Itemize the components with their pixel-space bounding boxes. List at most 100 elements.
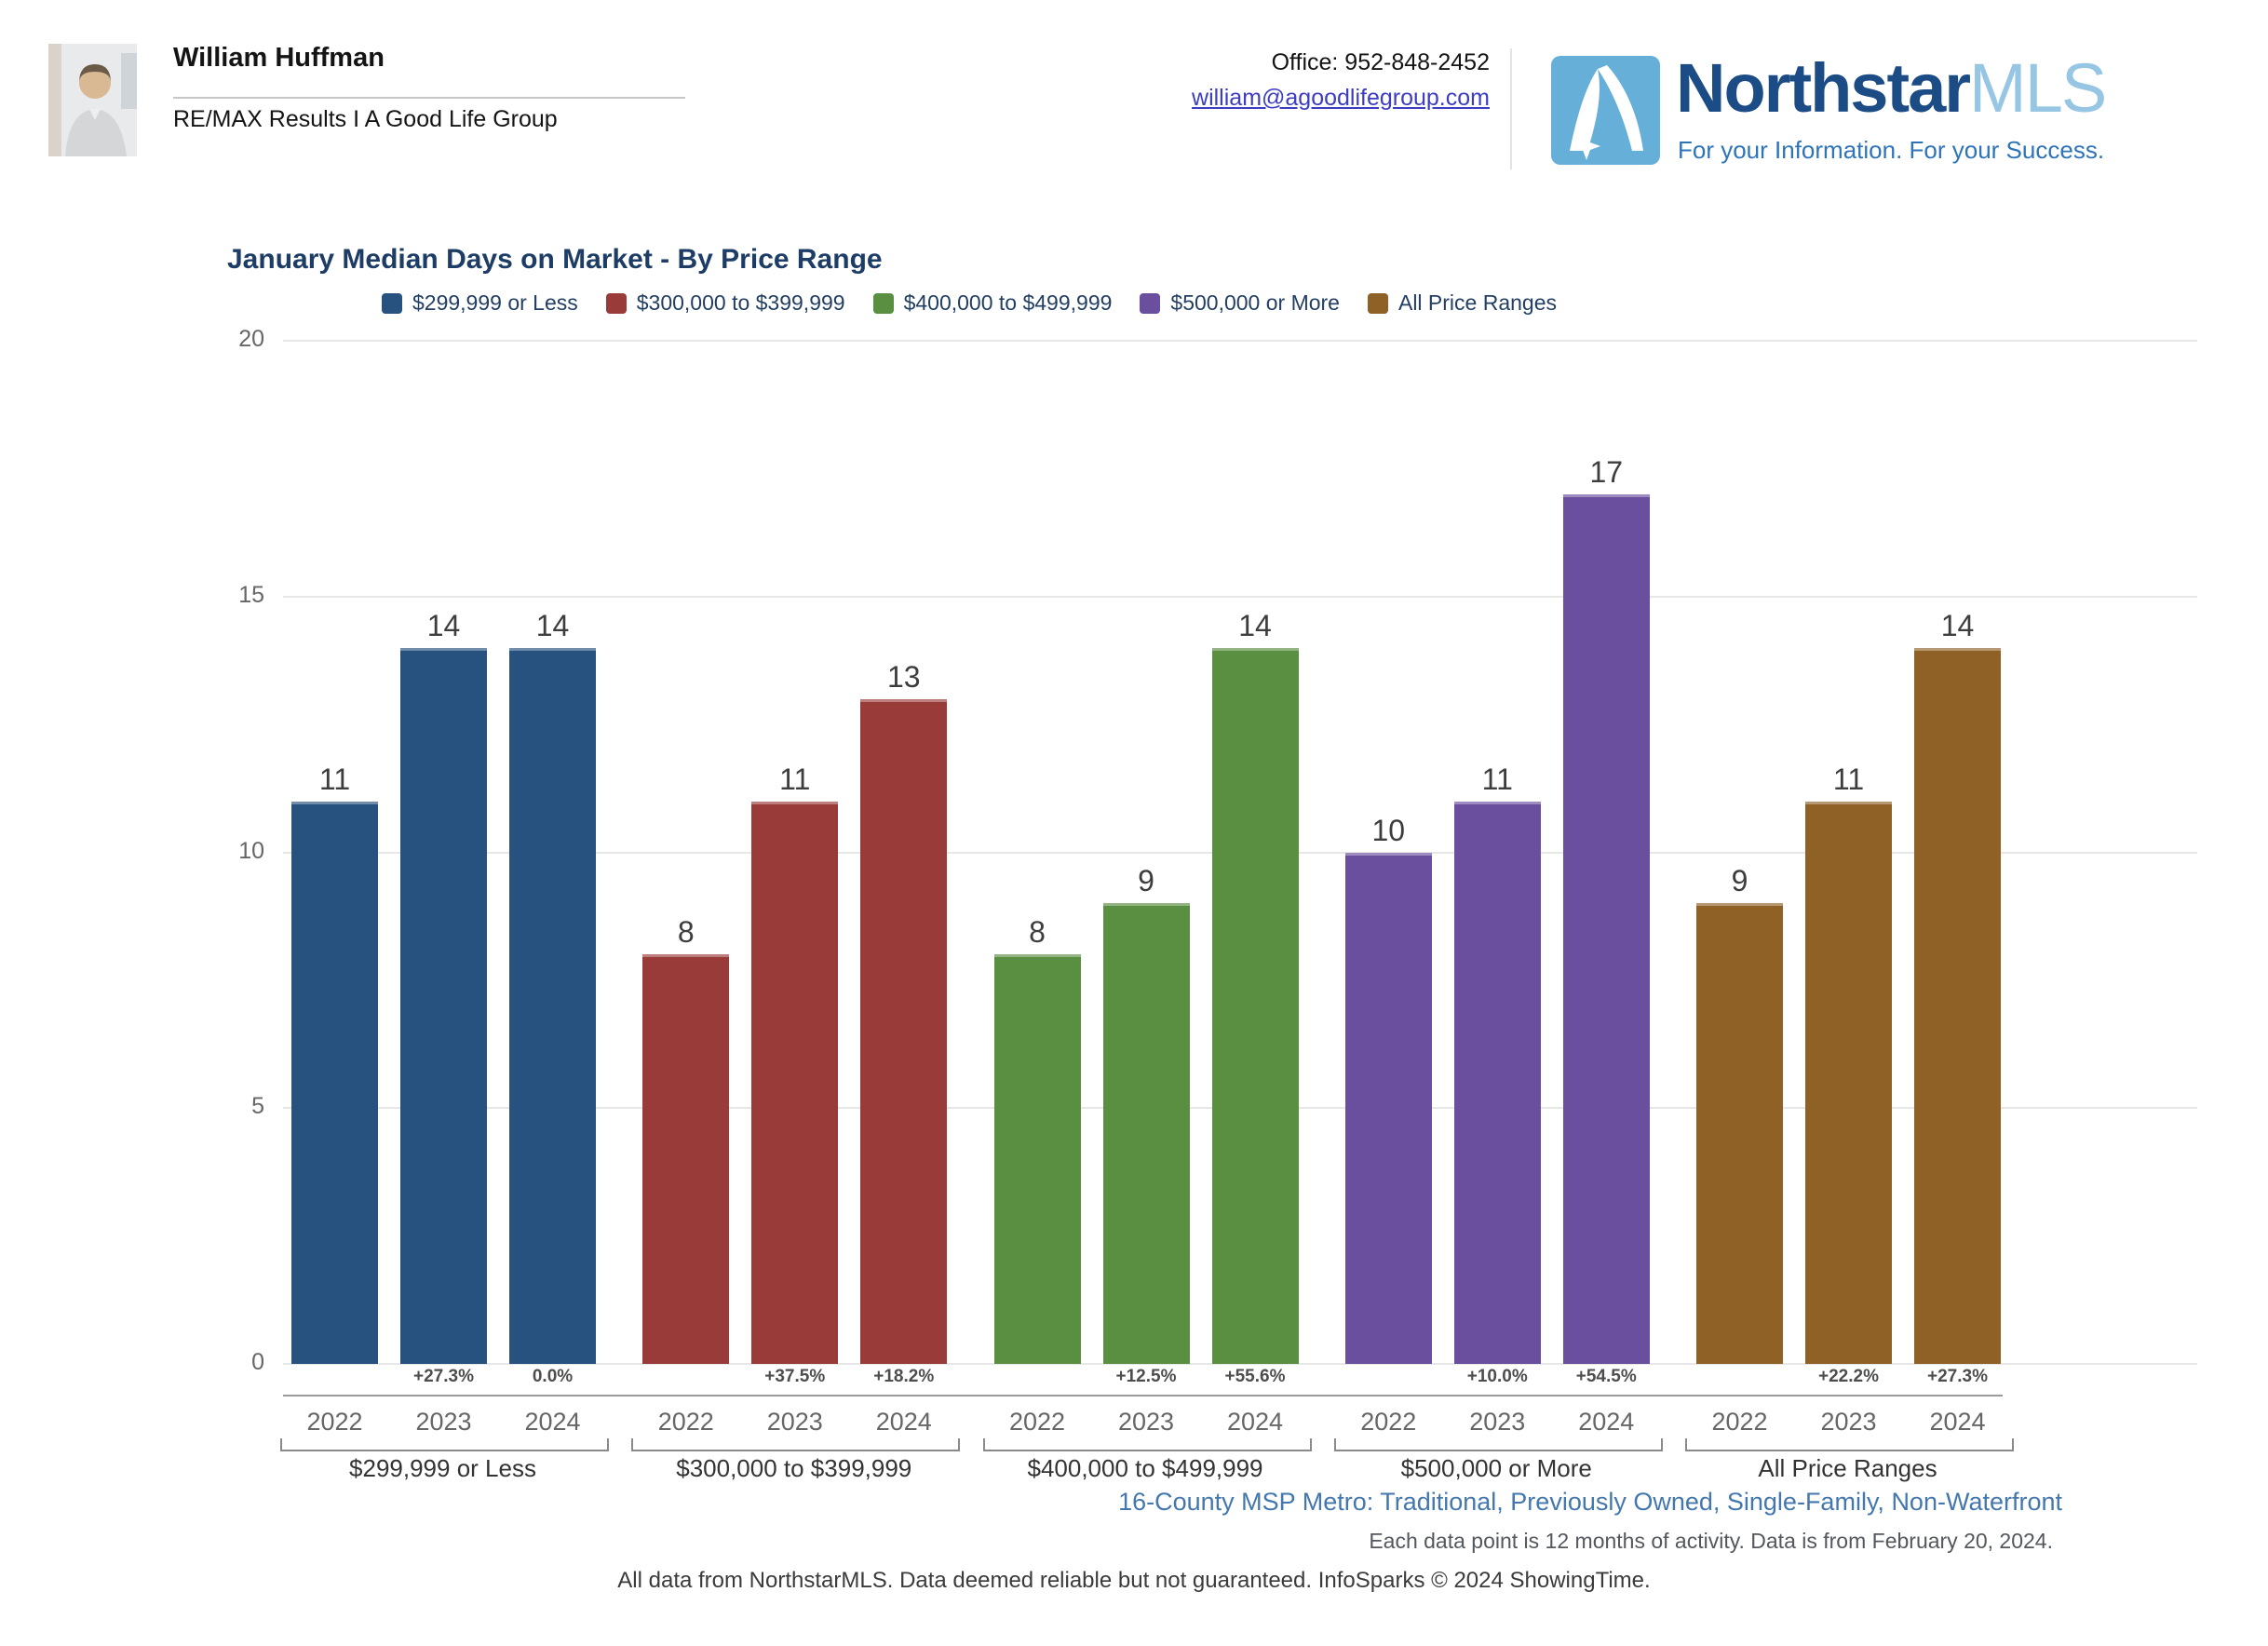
chart-legend: $299,999 or Less $300,000 to $399,999 $400… [382,290,1557,316]
bar-value-label: 11 [779,762,811,796]
legend-label: $400,000 to $499,999 [903,290,1113,315]
bar-$299,999 or Less-2024 [509,647,596,1364]
pct-change-label: 0.0% [532,1367,574,1386]
office-phone: Office: 952-848-2452 [1271,49,1490,75]
group-bracket [280,1438,609,1451]
year-label: 2023 [1117,1408,1175,1436]
year-label: 2022 [306,1408,363,1436]
bar-value-label: 8 [677,915,695,950]
agent-photo [48,44,137,156]
contact-block: Office: 952-848-2452 william@agoodlifegr… [1071,45,1490,119]
brand-tagline: For your Information. For your Success. [1678,136,2105,164]
y-axis-tick-label: 10 [238,837,264,864]
y-axis-tick-label: 5 [251,1093,264,1120]
group-label: All Price Ranges [1758,1454,1937,1482]
legend-label: $300,000 to $399,999 [636,290,845,315]
bar-value-label: 9 [1138,864,1154,898]
pct-change-label: +10.0% [1466,1367,1528,1386]
year-label: 2024 [524,1408,581,1436]
data-note: Each data point is 12 months of activity… [1369,1529,2053,1553]
bar-All Price Ranges-2024 [1914,647,2001,1364]
pct-change-label: +27.3% [413,1367,474,1386]
legend-label: $500,000 or More [1170,290,1340,315]
bar-value-label: 11 [318,762,351,796]
group-bracket [1333,1438,1663,1451]
bar-value-label: 11 [1481,762,1513,796]
gridline-y-15 [283,595,2197,598]
year-label: 2024 [875,1408,932,1436]
year-label: 2024 [1226,1408,1284,1436]
legend-item: $500,000 or More [1140,290,1340,316]
bar-$400,000 to $499,999-2022 [993,954,1081,1364]
agent-name: William Huffman [173,43,385,73]
group-label: $299,999 or Less [349,1454,536,1482]
header-divider-line [173,97,685,99]
year-label: 2022 [1008,1408,1066,1436]
y-axis-tick-label: 20 [238,326,264,352]
legend-label: All Price Ranges [1397,290,1558,315]
legend-item: $299,999 or Less [382,290,578,316]
bar-$300,000 to $399,999-2023 [751,801,839,1364]
legend-label: $299,999 or Less [412,290,578,315]
bar-value-label: 13 [886,659,921,694]
group-bracket [631,1438,961,1451]
brand-text: Northstar [1676,49,1971,127]
agent-photo-placeholder [48,44,137,156]
legend-swatch [1367,292,1388,314]
bar-All Price Ranges-2023 [1805,801,1892,1364]
y-axis-tick-label: 0 [251,1349,264,1375]
bar-$300,000 to $399,999-2022 [642,954,730,1364]
agency-name: RE/MAX Results I A Good Life Group [173,106,558,132]
legend-item: $300,000 to $399,999 [605,290,845,316]
pct-change-label: +55.6% [1224,1367,1286,1386]
bar-$300,000 to $399,999-2024 [860,698,948,1364]
year-label: 2023 [1469,1408,1526,1436]
bar-value-label: 14 [1940,608,1975,642]
bar-value-label: 9 [1731,864,1748,898]
legend-swatch [605,292,627,314]
gridline-y-20 [283,340,2197,342]
bar-$299,999 or Less-2022 [291,801,378,1364]
email-link[interactable]: william@agoodlifegroup.com [1192,85,1490,111]
region-description: 16-County MSP Metro: Traditional, Previo… [1118,1488,2062,1516]
bar-value-label: 8 [1029,915,1046,950]
year-label: 2024 [1578,1408,1635,1436]
bar-value-label: 10 [1371,813,1406,847]
legend-item: $400,000 to $499,999 [872,290,1113,316]
legend-swatch [382,292,402,314]
bar-$400,000 to $499,999-2024 [1211,647,1299,1364]
year-label: 2022 [1360,1408,1417,1436]
y-axis-tick-label: 15 [238,581,264,608]
legend-swatch [1140,292,1161,314]
year-label: 2023 [766,1408,823,1436]
brand-suffix-text: MLS [1969,49,2107,127]
year-label: 2022 [1711,1408,1768,1436]
pct-change-label: +12.5% [1115,1367,1177,1386]
group-label: $300,000 to $399,999 [676,1454,912,1482]
bar-value-label: 11 [1832,762,1865,796]
pct-change-label: +37.5% [764,1367,826,1386]
legend-item: All Price Ranges [1367,290,1558,316]
legend-swatch [872,292,894,314]
gridline-y-0 [283,1363,2197,1365]
bar-$500,000 or More-2024 [1562,493,1650,1364]
percent-row-rule [283,1395,2003,1396]
bar-value-label: 14 [535,608,570,642]
pct-change-label: +18.2% [873,1367,935,1386]
disclaimer: All data from NorthstarMLS. Data deemed … [617,1568,1651,1593]
bar-$500,000 or More-2023 [1453,801,1541,1364]
group-bracket [982,1438,1312,1451]
pct-change-label: +54.5% [1575,1367,1637,1386]
bar-$299,999 or Less-2023 [400,647,487,1364]
group-bracket [1685,1438,2014,1451]
year-label: 2024 [1929,1408,1986,1436]
bar-$400,000 to $499,999-2023 [1102,903,1190,1364]
chart-title: January Median Days on Market - By Price… [227,244,883,275]
pct-change-label: +27.3% [1927,1367,1988,1386]
year-label: 2023 [415,1408,472,1436]
bar-value-label: 14 [426,608,461,642]
bar-value-label: 17 [1589,454,1624,489]
group-label: $500,000 or More [1400,1454,1592,1482]
year-label: 2022 [657,1408,714,1436]
